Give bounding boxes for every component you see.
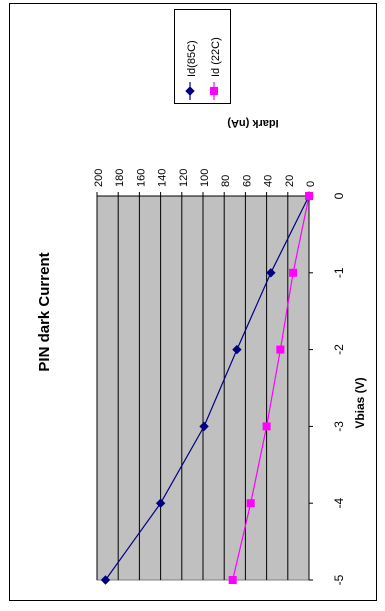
data-point [262, 422, 271, 431]
x-tick-label: -1 [332, 267, 346, 278]
y-tick-label: 100 [199, 169, 211, 187]
data-point [305, 192, 313, 200]
y-tick-label: 20 [284, 175, 296, 187]
x-tick-label: -3 [332, 421, 346, 432]
y-tick-label: 120 [178, 169, 190, 187]
series-1 [228, 192, 313, 584]
y-tick-label: 180 [114, 169, 126, 187]
y-tick-label: 60 [241, 175, 253, 187]
series-line [232, 195, 310, 581]
data-point [266, 268, 276, 278]
y-tick-label: 40 [263, 175, 275, 187]
y-tick-label: 140 [157, 169, 169, 187]
data-point [289, 268, 298, 277]
legend: Id(85C) Id (22C) [174, 9, 231, 104]
legend-swatch-marker [210, 87, 218, 95]
y-tick-label: 0 [305, 181, 317, 187]
legend-swatch-marker [185, 86, 195, 96]
legend-box [174, 9, 231, 104]
legend-item: Id (22C) [210, 37, 222, 100]
y-tick-label: 160 [135, 169, 147, 187]
y-axis-title: Idark (nA) [227, 117, 279, 129]
legend-label: Id (22C) [210, 37, 222, 77]
x-axis-title: Vbias (V) [353, 377, 367, 428]
x-tick-label: -5 [332, 574, 346, 585]
data-point [246, 499, 255, 508]
series-line [104, 195, 310, 581]
data-point [155, 498, 166, 508]
x-tick-label: -2 [332, 344, 346, 355]
data-point [276, 345, 285, 354]
legend-label: Id(85C) [186, 40, 198, 77]
data-point [232, 344, 242, 355]
plot-area [96, 195, 310, 581]
y-tick-label: 80 [220, 175, 232, 187]
x-tick-label: -4 [332, 498, 346, 509]
legend-item: Id(85C) [185, 40, 198, 100]
axes: 0 20 40 60 80 100 120 140 160 180 200 0 -1 -2 -3 -4 -5 [93, 169, 346, 586]
x-tick-label: 0 [332, 192, 346, 199]
data-point [100, 575, 111, 585]
y-tick-label: 200 [93, 169, 105, 187]
data-point [199, 421, 209, 432]
data-point [228, 576, 237, 584]
chart-title: PIN dark Current [36, 252, 53, 371]
series-layer [100, 191, 314, 585]
